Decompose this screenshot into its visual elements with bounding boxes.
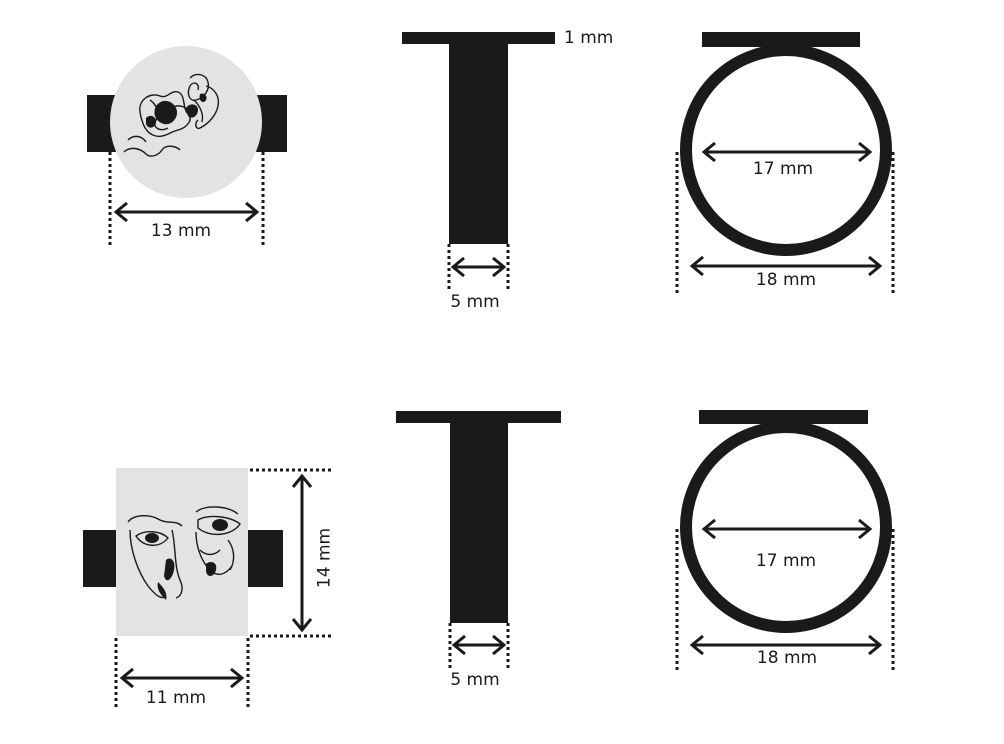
- plate-top: [699, 410, 868, 424]
- ring-profile-bottom: [675, 410, 895, 672]
- round-face-front-view: [87, 46, 287, 246]
- band-side: [449, 44, 508, 244]
- outer-diameter-label: 18 mm: [755, 270, 817, 290]
- ring-profile-top: [675, 32, 895, 295]
- kissing-faces-fill: [146, 93, 207, 128]
- rect-face-front-view: [83, 468, 334, 710]
- face-eyes-illustration: [127, 506, 241, 599]
- side-view-bottom: [396, 411, 561, 668]
- face-eyes-fill: [145, 519, 228, 600]
- plate-side: [402, 32, 555, 44]
- band-side: [450, 423, 508, 623]
- ring-band: [680, 44, 892, 256]
- face-width-label: 11 mm: [145, 688, 207, 708]
- plate-side: [396, 411, 561, 423]
- plate-thickness-label: 1 mm: [564, 28, 614, 48]
- plate-top: [702, 32, 860, 47]
- ring-band: [680, 421, 892, 633]
- band-width-label: 5 mm: [450, 292, 500, 312]
- rect-face-plate: [116, 468, 248, 636]
- round-face-plate: [110, 46, 262, 198]
- inner-diameter-label: 17 mm: [752, 159, 814, 179]
- inner-diameter-label: 17 mm: [755, 551, 817, 571]
- face-width-label: 13 mm: [150, 221, 212, 241]
- face-height-label: 14 mm: [314, 527, 335, 589]
- band-width-label: 5 mm: [450, 670, 500, 690]
- outer-diameter-label: 18 mm: [756, 648, 818, 668]
- side-view-top: [402, 32, 555, 290]
- kissing-faces-illustration: [123, 73, 220, 157]
